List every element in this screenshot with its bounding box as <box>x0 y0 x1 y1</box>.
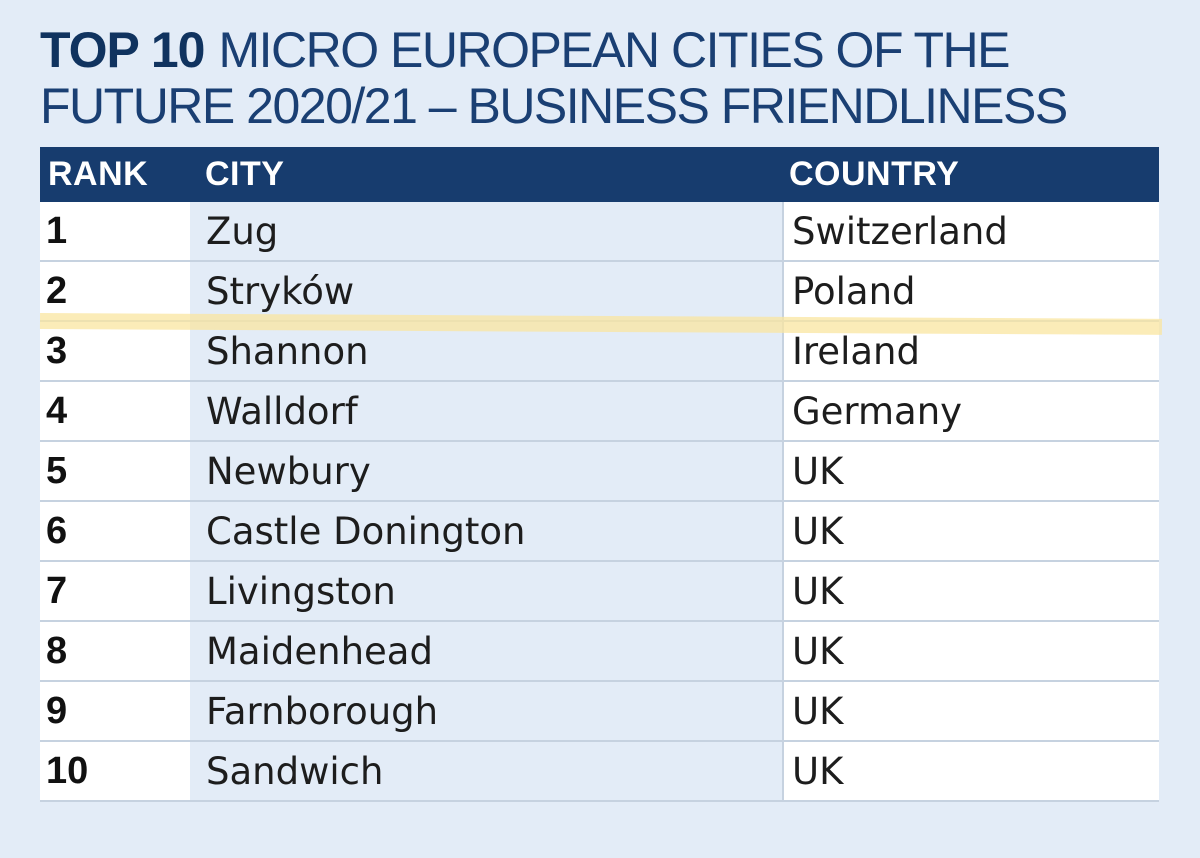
country-cell: UK <box>782 742 1159 800</box>
table-header: RANK CITY COUNTRY <box>40 147 1159 202</box>
rank-cell: 9 <box>40 682 190 740</box>
table-row: 1 Zug Switzerland <box>40 202 1159 262</box>
city-cell: Stryków <box>190 262 782 320</box>
rank-cell: 7 <box>40 562 190 620</box>
rank-cell: 1 <box>40 202 190 260</box>
city-cell: Castle Donington <box>190 502 782 560</box>
city-cell: Maidenhead <box>190 622 782 680</box>
city-cell: Walldorf <box>190 382 782 440</box>
table-row: 9 Farnborough UK <box>40 682 1159 742</box>
table-row: 3 Shannon Ireland <box>40 322 1159 382</box>
table-row: 10 Sandwich UK <box>40 742 1159 802</box>
country-cell: UK <box>782 682 1159 740</box>
ranking-table: RANK CITY COUNTRY 1 Zug Switzerland 2 St… <box>40 147 1159 802</box>
country-cell: Germany <box>782 382 1159 440</box>
country-cell: Ireland <box>782 322 1159 380</box>
table-row: 5 Newbury UK <box>40 442 1159 502</box>
city-cell: Shannon <box>190 322 782 380</box>
table-row: 2 Stryków Poland <box>40 262 1159 322</box>
country-cell: UK <box>782 622 1159 680</box>
country-cell: Switzerland <box>782 202 1159 260</box>
rank-cell: 4 <box>40 382 190 440</box>
table-row: 8 Maidenhead UK <box>40 622 1159 682</box>
header-country: COUNTRY <box>789 155 960 193</box>
page-title: TOP 10 MICRO EUROPEAN CITIES OF THE FUTUR… <box>40 22 1160 134</box>
city-cell: Livingston <box>190 562 782 620</box>
city-cell: Sandwich <box>190 742 782 800</box>
rank-cell: 8 <box>40 622 190 680</box>
rank-cell: 5 <box>40 442 190 500</box>
table-row: 6 Castle Donington UK <box>40 502 1159 562</box>
table-row: 7 Livingston UK <box>40 562 1159 622</box>
city-cell: Newbury <box>190 442 782 500</box>
country-cell: UK <box>782 562 1159 620</box>
table-row: 4 Walldorf Germany <box>40 382 1159 442</box>
city-cell: Farnborough <box>190 682 782 740</box>
country-cell: UK <box>782 442 1159 500</box>
country-cell: Poland <box>782 262 1159 320</box>
rank-cell: 10 <box>40 742 190 800</box>
rank-cell: 2 <box>40 262 190 320</box>
title-strong: TOP 10 <box>40 22 205 78</box>
header-rank: RANK <box>48 155 149 193</box>
country-cell: UK <box>782 502 1159 560</box>
rank-cell: 3 <box>40 322 190 380</box>
title-rest: MICRO EUROPEAN CITIES OF THE FUTURE 2020… <box>40 22 1068 134</box>
header-city: CITY <box>205 155 285 193</box>
city-cell: Zug <box>190 202 782 260</box>
rank-cell: 6 <box>40 502 190 560</box>
